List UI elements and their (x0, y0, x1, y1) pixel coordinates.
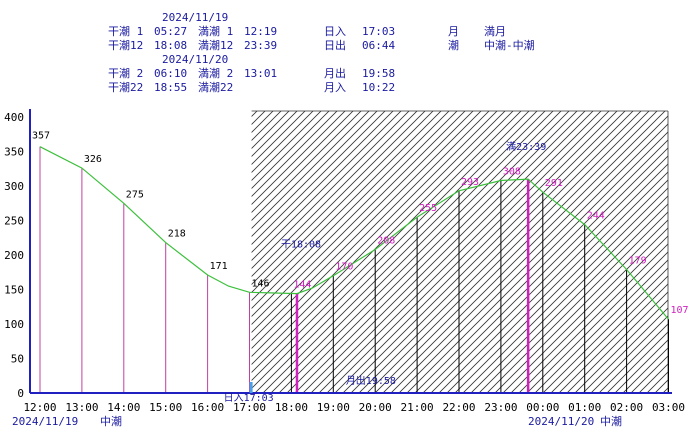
sunrise-label: 日出 (324, 39, 346, 52)
value-label-6: 144 (293, 280, 311, 291)
x-tick-label-13: 01:00 (568, 401, 601, 414)
low-tide-2-label: 干潮 2 (108, 67, 144, 80)
value-label-15: 107 (671, 305, 689, 316)
value-label-2: 275 (126, 189, 144, 200)
value-label-12: 291 (545, 178, 563, 189)
moonrise-event-label: 月出19:58 (346, 374, 396, 387)
moon-label: 月 (448, 25, 459, 38)
high-tide-1-label: 満潮 1 (198, 25, 234, 38)
y-tick-label-6: 300 (4, 180, 24, 193)
high-tide-2-time: 13:01 (244, 67, 278, 80)
sunset-event-label: 日入17:03 (224, 393, 274, 404)
high-tide-marker-label: 満23:39 (506, 141, 546, 153)
x-tick-label-1: 13:00 (65, 401, 98, 414)
low-tide-12-time: 18:08 (154, 39, 188, 52)
tide-label: 潮 (448, 39, 459, 52)
low-tide-12-label: 干潮12 (108, 39, 144, 52)
x-tick-label-12: 00:00 (526, 401, 559, 414)
sunrise-time: 06:44 (362, 39, 396, 52)
tide-value: 中潮-中潮 (484, 39, 535, 52)
night-hatch-area (251, 111, 668, 393)
low-tide-1-time: 05:27 (154, 25, 188, 38)
tide-curve-line (39, 146, 669, 320)
low-tide-2-time: 06:10 (154, 67, 188, 80)
value-label-5: 146 (252, 278, 270, 289)
value-label-10: 293 (461, 177, 479, 188)
moonset-label: 月入 (324, 81, 346, 94)
sunset-label: 日入 (324, 25, 346, 38)
value-label-8: 208 (377, 235, 395, 246)
value-label-4: 171 (210, 261, 228, 272)
tide-left-label: 中潮 (100, 414, 122, 428)
tide-curve (39, 146, 669, 320)
tide-right-label: 中潮 (600, 414, 622, 428)
value-label-0: 357 (32, 131, 50, 142)
low-tide-22-label: 干潮22 (108, 81, 144, 94)
high-tide-12-time: 23:39 (244, 39, 278, 52)
high-tide-2-label: 満潮 2 (198, 67, 234, 80)
x-tick-label-15: 03:00 (652, 401, 685, 414)
y-tick-label-3: 150 (4, 284, 24, 297)
date-left-label: 2024/11/19 (12, 415, 78, 428)
moonset-time: 10:22 (362, 81, 396, 94)
x-tick-label-14: 02:00 (610, 401, 643, 414)
x-tick-label-7: 19:00 (317, 401, 350, 414)
low-tide-marker-label: 干18:08 (281, 240, 321, 251)
moonrise-label: 月出 (324, 67, 346, 80)
moonrise-time: 19:58 (362, 67, 396, 80)
x-tick-label-9: 21:00 (401, 401, 434, 414)
x-tick-label-11: 23:00 (484, 401, 517, 414)
date-2: 2024/11/20 (162, 53, 229, 66)
y-tick-label-5: 250 (4, 215, 24, 228)
high-tide-1-time: 12:19 (244, 25, 278, 38)
x-tick-label-2: 14:00 (107, 401, 140, 414)
low-tide-22-time: 18:55 (154, 81, 188, 94)
y-tick-label-8: 400 (4, 111, 24, 124)
value-label-13: 244 (587, 211, 605, 222)
y-tick-label-7: 350 (4, 146, 24, 159)
date-1: 2024/11/19 (162, 11, 229, 24)
hour-lines (39, 146, 669, 393)
x-tick-label-3: 15:00 (149, 401, 182, 414)
sunset-time: 17:03 (362, 25, 396, 38)
x-tick-label-6: 18:00 (275, 401, 308, 414)
y-tick-label-2: 100 (4, 318, 24, 331)
date-right-label: 2024/11/20 (528, 415, 594, 428)
tide-info-header: 2024/11/19 干潮 1 05:27 満潮 1 12:19 日入 17:0… (0, 0, 700, 100)
x-tick-label-5: 17:00 (233, 401, 266, 414)
y-tick-label-4: 200 (4, 249, 24, 262)
y-tick-label-0: 0 (17, 387, 24, 400)
high-tide-12-label: 満潮12 (198, 39, 234, 52)
value-label-14: 179 (629, 255, 647, 266)
value-label-9: 255 (419, 203, 437, 214)
sunset-marker (249, 382, 253, 393)
value-labels: 357 326 275 218 171 146 144 170 208 255 293 308 291 2… (32, 131, 689, 317)
value-label-7: 170 (335, 262, 353, 273)
low-tide-1-label: 干潮 1 (108, 25, 144, 38)
value-label-3: 218 (168, 229, 186, 240)
value-label-1: 326 (84, 154, 102, 165)
x-tick-label-8: 20:00 (359, 401, 392, 414)
night-shading (251, 110, 669, 393)
x-tick-label-0: 12:00 (23, 401, 56, 414)
axes: 0 50 100 150 200 250 300 350 400 12:00 13:00 14:00 1… (4, 109, 685, 428)
value-label-11: 308 (503, 166, 521, 177)
x-tick-label-10: 22:00 (442, 401, 475, 414)
high-tide-22-label: 満潮22 (198, 81, 234, 94)
moon-value: 満月 (484, 25, 506, 38)
y-tick-label-1: 50 (11, 353, 24, 366)
event-labels: 干18:08 満23:39 日入17:03 月出19:58 (224, 141, 547, 404)
x-tick-label-4: 16:00 (191, 401, 224, 414)
